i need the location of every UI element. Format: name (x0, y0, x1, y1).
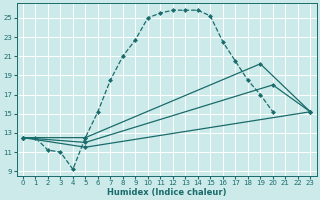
X-axis label: Humidex (Indice chaleur): Humidex (Indice chaleur) (107, 188, 226, 197)
